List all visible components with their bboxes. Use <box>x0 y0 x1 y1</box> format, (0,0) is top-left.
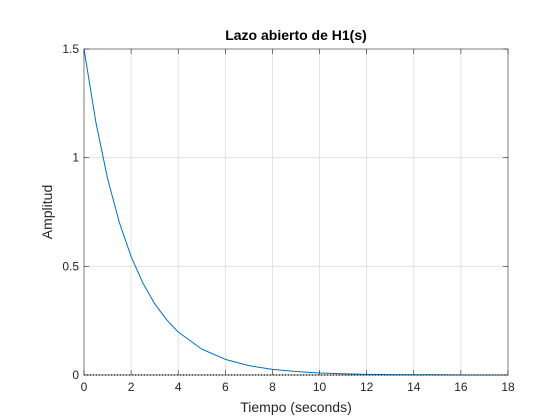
x-tick-label: 12 <box>360 380 374 394</box>
x-tick-label: 8 <box>269 380 276 394</box>
chart-title: Lazo abierto de H1(s) <box>225 27 367 43</box>
x-tick-label: 6 <box>222 380 229 394</box>
y-tick-label: 1 <box>72 151 79 165</box>
x-tick-label: 4 <box>175 380 182 394</box>
y-tick-label: 0 <box>72 368 79 382</box>
x-tick-label: 16 <box>454 380 468 394</box>
y-axis-label: Amplitud <box>39 185 55 239</box>
x-tick-label: 14 <box>407 380 421 394</box>
series-line <box>83 48 508 376</box>
x-tick-label: 0 <box>81 380 88 394</box>
x-tick-label: 2 <box>128 380 135 394</box>
y-tick-label: 0.5 <box>62 259 79 273</box>
x-tick-label: 18 <box>501 380 515 394</box>
axes-box <box>83 48 509 376</box>
y-tick-label: 1.5 <box>62 42 79 56</box>
x-axis-label: Tiempo (seconds) <box>240 399 352 415</box>
ticks: 0 2 4 6 8 10 12 14 16 18 0 0.5 1 1.5 <box>62 42 515 394</box>
grid <box>84 49 508 375</box>
x-tick-label: 10 <box>313 380 327 394</box>
series <box>83 48 508 376</box>
